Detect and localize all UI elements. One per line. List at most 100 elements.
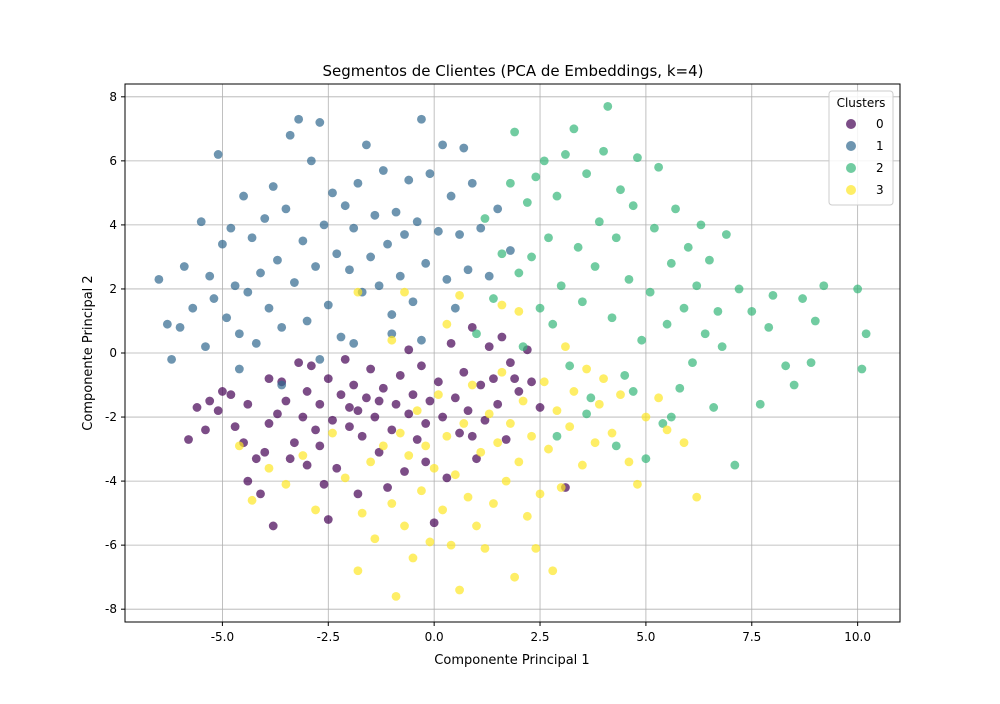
point-cluster-3 bbox=[692, 492, 702, 502]
point-cluster-0 bbox=[501, 435, 511, 444]
point-cluster-1 bbox=[417, 335, 426, 345]
point-cluster-2 bbox=[577, 297, 587, 307]
point-cluster-1 bbox=[395, 271, 405, 281]
point-cluster-0 bbox=[467, 322, 477, 332]
point-cluster-2 bbox=[599, 146, 608, 156]
point-cluster-1 bbox=[332, 249, 342, 259]
x-axis-ticks: -5.0 -2.5 0.0 2.5 5.0 7.5 10.0 bbox=[211, 622, 871, 644]
point-cluster-3 bbox=[400, 521, 409, 531]
legend-marker-0 bbox=[846, 119, 856, 129]
point-cluster-3 bbox=[527, 431, 536, 441]
point-cluster-3 bbox=[497, 300, 507, 310]
point-cluster-2 bbox=[734, 284, 744, 294]
x-tick-label: -2.5 bbox=[317, 630, 340, 644]
x-tick-label: 5.0 bbox=[636, 630, 655, 644]
point-cluster-0 bbox=[268, 521, 278, 531]
legend-label-3: 3 bbox=[876, 183, 884, 197]
point-cluster-2 bbox=[789, 380, 799, 390]
point-cluster-3 bbox=[552, 406, 562, 416]
point-cluster-1 bbox=[205, 271, 215, 281]
point-cluster-1 bbox=[239, 191, 248, 201]
point-cluster-1 bbox=[230, 281, 240, 291]
point-cluster-1 bbox=[328, 188, 337, 198]
point-cluster-2 bbox=[721, 230, 731, 239]
point-cluster-2 bbox=[649, 223, 659, 233]
point-cluster-2 bbox=[662, 319, 672, 329]
point-cluster-2 bbox=[853, 284, 863, 294]
point-cluster-2 bbox=[658, 419, 668, 428]
y-tick-label: 2 bbox=[109, 282, 117, 296]
point-cluster-2 bbox=[679, 303, 689, 313]
point-cluster-0 bbox=[315, 399, 325, 409]
point-cluster-1 bbox=[400, 230, 409, 239]
point-cluster-0 bbox=[260, 447, 270, 457]
point-cluster-2 bbox=[569, 124, 579, 134]
point-cluster-0 bbox=[417, 361, 426, 371]
point-cluster-0 bbox=[412, 435, 422, 444]
point-cluster-1 bbox=[387, 329, 397, 339]
point-cluster-3 bbox=[311, 505, 320, 515]
point-cluster-1 bbox=[294, 114, 304, 124]
point-cluster-0 bbox=[455, 428, 464, 438]
point-cluster-0 bbox=[514, 387, 524, 396]
point-cluster-0 bbox=[353, 489, 363, 499]
point-cluster-1 bbox=[268, 182, 278, 191]
point-cluster-2 bbox=[472, 329, 481, 339]
point-cluster-0 bbox=[433, 377, 443, 387]
point-cluster-2 bbox=[628, 201, 638, 211]
point-cluster-0 bbox=[332, 463, 342, 473]
point-cluster-3 bbox=[438, 505, 448, 515]
point-cluster-0 bbox=[463, 406, 473, 416]
point-cluster-1 bbox=[256, 268, 265, 278]
point-cluster-1 bbox=[167, 355, 176, 364]
point-cluster-3 bbox=[484, 409, 494, 419]
chart-title: Segmentos de Clientes (PCA de Embeddings… bbox=[322, 62, 703, 80]
point-cluster-3 bbox=[514, 457, 524, 467]
point-cluster-2 bbox=[522, 198, 532, 207]
x-tick-label: 0.0 bbox=[425, 630, 444, 644]
point-cluster-0 bbox=[408, 390, 418, 400]
point-cluster-3 bbox=[633, 479, 642, 489]
point-cluster-3 bbox=[400, 287, 409, 297]
point-cluster-0 bbox=[383, 483, 392, 492]
point-cluster-3 bbox=[391, 591, 401, 601]
point-cluster-2 bbox=[683, 242, 693, 252]
point-cluster-0 bbox=[311, 425, 320, 435]
point-cluster-2 bbox=[552, 191, 562, 201]
point-cluster-2 bbox=[535, 303, 545, 313]
point-cluster-2 bbox=[806, 358, 816, 368]
point-cluster-3 bbox=[624, 457, 634, 467]
point-cluster-1 bbox=[493, 204, 503, 214]
point-cluster-3 bbox=[340, 473, 350, 483]
point-cluster-0 bbox=[315, 441, 325, 451]
point-cluster-0 bbox=[497, 332, 507, 342]
point-cluster-2 bbox=[620, 371, 630, 380]
point-cluster-2 bbox=[505, 178, 515, 188]
point-cluster-1 bbox=[162, 319, 172, 329]
point-cluster-1 bbox=[196, 217, 206, 227]
point-cluster-2 bbox=[671, 204, 680, 214]
point-cluster-2 bbox=[603, 102, 613, 111]
point-cluster-3 bbox=[366, 457, 376, 467]
point-cluster-0 bbox=[328, 415, 337, 425]
point-cluster-1 bbox=[222, 313, 232, 323]
point-cluster-3 bbox=[353, 287, 363, 297]
point-cluster-3 bbox=[234, 441, 244, 451]
point-cluster-1 bbox=[277, 322, 287, 332]
point-cluster-0 bbox=[357, 431, 367, 441]
point-cluster-3 bbox=[505, 419, 515, 428]
point-cluster-1 bbox=[201, 342, 210, 351]
point-cluster-3 bbox=[264, 463, 274, 473]
point-cluster-3 bbox=[357, 508, 367, 518]
point-cluster-3 bbox=[654, 393, 664, 403]
point-cluster-0 bbox=[378, 383, 388, 393]
point-cluster-0 bbox=[184, 435, 193, 444]
point-cluster-2 bbox=[616, 185, 625, 195]
point-cluster-0 bbox=[226, 390, 236, 400]
point-cluster-1 bbox=[425, 169, 435, 179]
point-cluster-3 bbox=[556, 483, 566, 492]
point-cluster-0 bbox=[273, 409, 282, 419]
point-cluster-0 bbox=[425, 396, 435, 406]
point-cluster-3 bbox=[577, 460, 587, 470]
point-cluster-0 bbox=[256, 489, 265, 499]
